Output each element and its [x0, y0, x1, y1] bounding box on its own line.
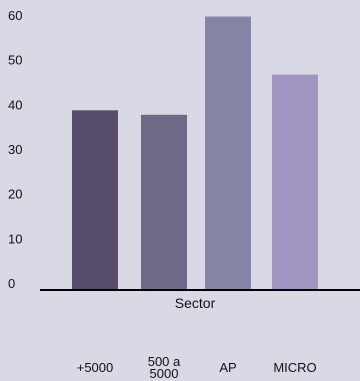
bar [72, 110, 118, 289]
y-tick-label: 10 [8, 231, 22, 246]
x-axis-title: Sector [175, 295, 216, 311]
x-tick-label: AP [219, 360, 236, 375]
x-tick-label: +5000 [77, 360, 114, 375]
y-tick-label: 50 [8, 53, 22, 68]
y-tick-label: 40 [8, 97, 22, 112]
y-tick-label: 60 [8, 8, 22, 23]
x-tick-label: MICRO [273, 360, 316, 375]
bar [141, 114, 187, 289]
bar [205, 16, 251, 290]
y-tick-label: 0 [8, 276, 15, 291]
y-axis-ticks: 0 10 20 30 40 50 60 [8, 8, 22, 291]
bars [72, 16, 318, 290]
y-tick-label: 20 [8, 187, 22, 202]
category-labels: +5000 500 a 5000 AP MICRO [77, 354, 317, 381]
bar [272, 74, 318, 289]
x-tick-label: 500 a 5000 [148, 354, 181, 381]
y-tick-label: 30 [8, 142, 22, 157]
